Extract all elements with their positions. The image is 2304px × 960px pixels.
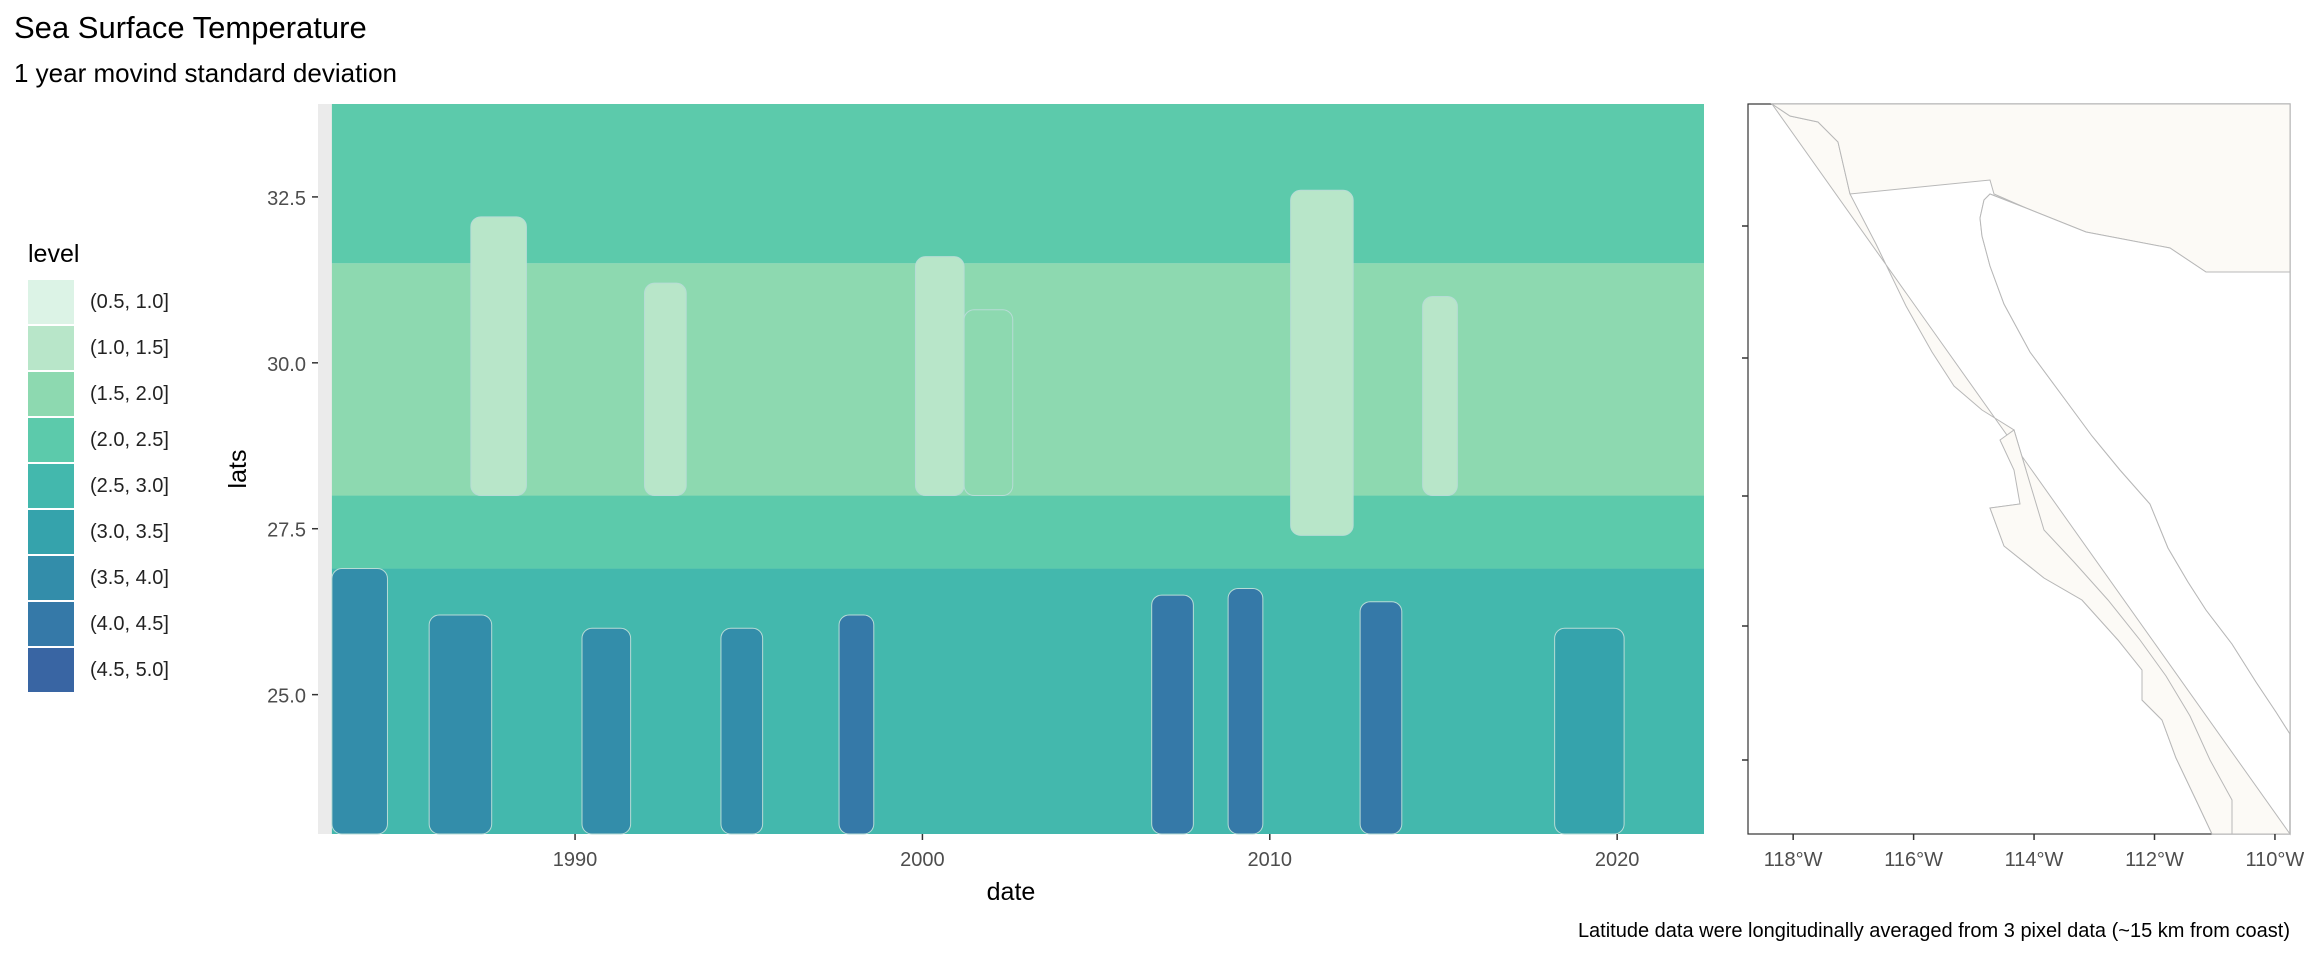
legend-label: (0.5, 1.0] [90,290,169,313]
heatmap-band [331,568,1704,834]
heatmap-band [331,263,1704,496]
heatmap-feature [1151,594,1194,835]
x-tick-label: 2020 [1595,849,1640,871]
heatmap-feature [644,282,687,497]
legend-swatch [28,326,74,370]
heatmap-feature [1359,601,1403,835]
heatmap-feature [1290,189,1354,536]
heatmap-feature [1554,627,1625,835]
legend-title: level [28,240,80,268]
heatmap-feature [1227,587,1264,835]
chart-subtitle: 1 year movind standard deviation [14,58,398,88]
legend-item: (4.5, 5.0] [28,647,169,693]
legend-item: (3.0, 3.5] [28,509,169,555]
heatmap-feature [963,309,1014,497]
legend-swatch [28,464,74,508]
x-tick-label: 2000 [900,849,945,871]
y-tick-label: 30.0 [267,354,306,376]
x-axis-label: date [987,878,1036,906]
legend-item: (3.5, 4.0] [28,555,169,601]
legend-swatch [28,372,74,416]
legend-label: (3.0, 3.5] [90,520,169,543]
chart-caption: Latitude data were longitudinally averag… [1577,920,2290,942]
legend-item: (1.0, 1.5] [28,325,169,371]
y-tick-label: 27.5 [267,520,306,542]
y-axis-label: lats [224,450,252,489]
legend-item: (1.5, 2.0] [28,371,169,417]
heatmap-feature [428,614,493,835]
heatmap-feature [470,216,527,497]
x-tick-label: 2010 [1248,849,1293,871]
y-tick-label: 32.5 [267,188,306,210]
heatmap-feature [838,614,875,835]
map-x-tick-label: 118°W [1764,849,1823,871]
y-tick-label: 25.0 [267,686,306,708]
legend-swatch [28,510,74,554]
heatmap-feature [720,627,764,835]
legend-swatch [28,280,74,324]
legend-label: (2.5, 3.0] [90,474,169,497]
map-x-tick-label: 110°W [2246,849,2304,871]
legend-item: (0.5, 1.0] [28,279,169,325]
map-gulf-water [1979,193,2291,736]
heatmap-band [331,104,1704,264]
heatmap-band [331,495,1704,569]
legend: level (0.5, 1.0] (1.0, 1.5] (1.5, 2.0] (2.0… [28,240,169,693]
legend-swatch [28,602,74,646]
legend-items: (0.5, 1.0] (1.0, 1.5] (1.5, 2.0] (2.0, 2.5]… [28,279,169,693]
legend-label: (3.5, 4.0] [90,566,169,589]
legend-swatch [28,648,74,692]
legend-swatch [28,556,74,600]
legend-label: (1.5, 2.0] [90,382,169,405]
legend-label: (2.0, 2.5] [90,428,169,451]
legend-item: (2.0, 2.5] [28,417,169,463]
heatmap-feature [1422,295,1458,497]
legend-item: (4.0, 4.5] [28,601,169,647]
map-x-tick-label: 112°W [2125,849,2184,871]
heatmap-feature [331,568,388,835]
legend-label: (1.0, 1.5] [90,336,169,359]
heatmap-feature [914,256,965,497]
chart-title: Sea Surface Temperature [14,10,367,45]
map-x-tick-label: 114°W [2005,849,2064,871]
legend-label: (4.0, 4.5] [90,612,169,635]
x-tick-label: 1990 [553,849,598,871]
legend-item: (2.5, 3.0] [28,463,169,509]
heatmap-feature [581,627,632,835]
legend-swatch [28,418,74,462]
map-peninsula [1989,429,2233,835]
legend-label: (4.5, 5.0] [90,658,169,681]
map-x-tick-label: 116°W [1884,849,1943,871]
